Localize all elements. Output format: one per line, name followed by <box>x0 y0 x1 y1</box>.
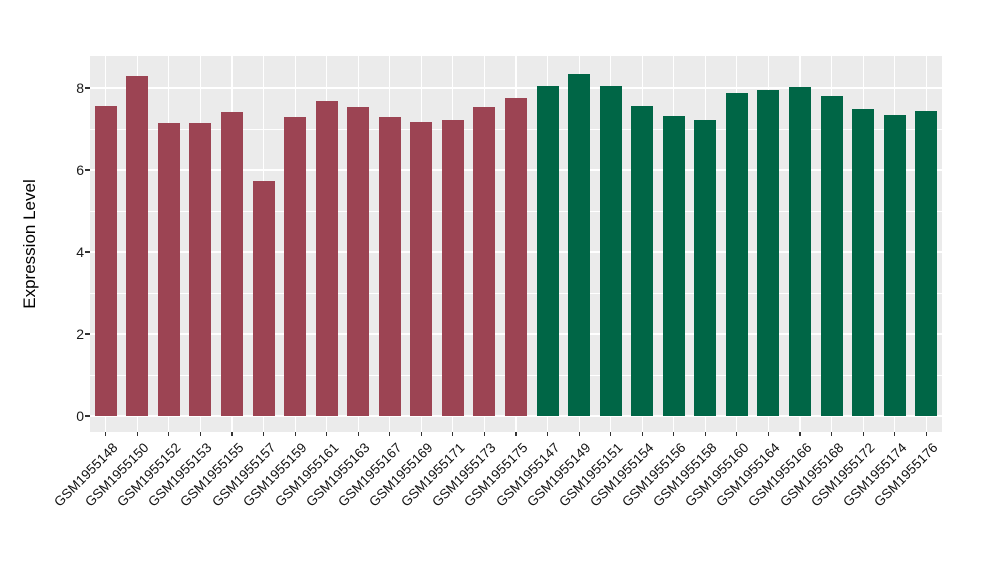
bar <box>410 122 433 416</box>
bar <box>126 75 149 416</box>
x-tick-mark <box>925 432 927 436</box>
bar <box>378 117 401 416</box>
x-tick-mark <box>136 432 138 436</box>
x-tick-mark <box>420 432 422 436</box>
bar <box>221 111 243 416</box>
y-tick-label: 8 <box>76 80 84 96</box>
y-tick-mark <box>85 251 90 253</box>
x-tick-mark <box>641 432 643 436</box>
y-tick-mark <box>85 87 90 89</box>
bar <box>852 109 875 416</box>
bar <box>441 119 464 416</box>
y-axis-title: Expression Level <box>20 179 39 309</box>
x-tick-mark <box>326 432 328 436</box>
x-tick-mark <box>262 432 265 436</box>
x-tick-mark <box>704 432 706 436</box>
bar <box>820 96 843 416</box>
y-tick-mark <box>85 333 90 335</box>
x-tick-mark <box>862 432 864 436</box>
bar <box>662 115 685 416</box>
bar <box>473 107 496 416</box>
x-tick-mark <box>830 432 833 436</box>
bar <box>505 97 527 416</box>
bar <box>725 93 748 416</box>
bar <box>694 119 717 416</box>
bar <box>284 116 307 416</box>
x-tick-mark <box>894 432 896 436</box>
x-tick-mark <box>767 432 770 436</box>
x-tick-mark <box>610 432 612 436</box>
bar <box>757 89 780 416</box>
bar <box>883 115 906 416</box>
y-tick-mark <box>85 415 90 417</box>
x-tick-mark <box>105 432 107 436</box>
x-tick-mark <box>389 432 391 436</box>
bar <box>568 74 591 416</box>
x-tick-mark <box>546 432 549 436</box>
x-tick-mark <box>452 432 454 436</box>
x-tick-mark <box>294 432 296 436</box>
y-tick-label: 2 <box>76 326 84 342</box>
x-tick-mark <box>231 432 233 436</box>
bar <box>315 101 338 416</box>
bar <box>915 110 938 416</box>
x-tick-mark <box>673 432 675 436</box>
bar <box>94 105 117 416</box>
x-tick-mark <box>515 432 517 436</box>
x-tick-mark <box>799 432 801 436</box>
x-tick-mark <box>483 432 486 436</box>
x-tick-mark <box>357 432 359 436</box>
y-tick-label: 4 <box>76 244 84 260</box>
x-tick-mark <box>168 432 170 436</box>
bar <box>789 87 811 416</box>
x-tick-mark <box>199 432 202 436</box>
x-tick-mark <box>578 432 580 436</box>
bar <box>347 106 370 416</box>
x-tick-mark <box>736 432 738 436</box>
bar <box>157 122 180 416</box>
bar <box>631 105 654 416</box>
bar <box>599 85 622 416</box>
y-tick-label: 0 <box>76 408 84 424</box>
bar <box>536 85 559 416</box>
bar <box>252 181 275 416</box>
y-tick-label: 6 <box>76 162 84 178</box>
y-tick-mark <box>85 169 90 171</box>
bar <box>189 122 212 416</box>
